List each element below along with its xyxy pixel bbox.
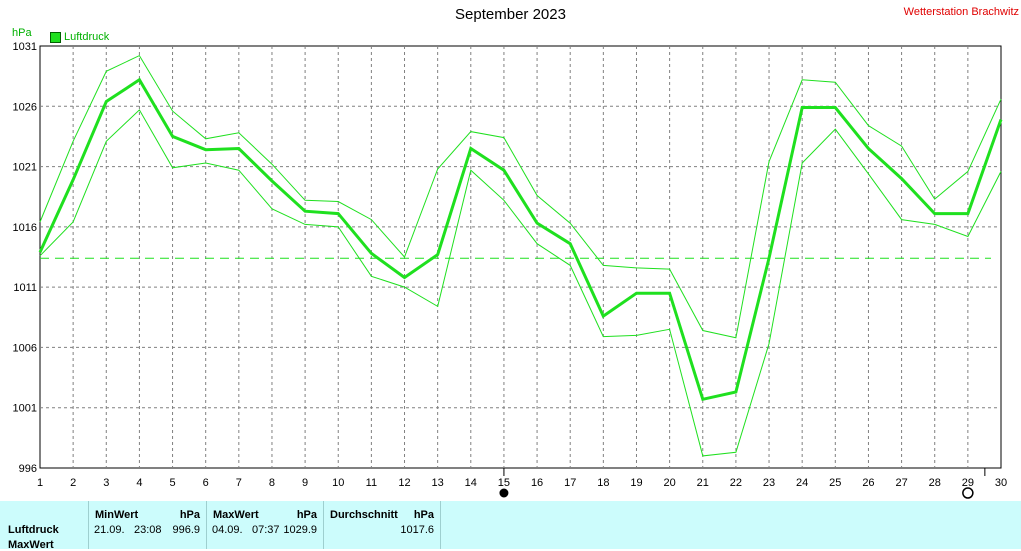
y-tick-label: 1011	[13, 282, 37, 294]
x-tick-label: 17	[564, 477, 576, 489]
x-tick-label: 4	[136, 477, 142, 489]
min-date: 21.09.	[94, 524, 125, 536]
x-tick-label: 26	[862, 477, 874, 489]
x-tick-label: 1	[37, 477, 43, 489]
y-tick-label: 1016	[13, 222, 37, 234]
x-tick-label: 22	[730, 477, 742, 489]
min-cell: MinWert hPa 21.09. 23:08 996.9	[89, 501, 207, 549]
y-tick-label: 1026	[13, 101, 37, 113]
legend: Luftdruck	[50, 31, 109, 43]
x-tick-label: 7	[236, 477, 242, 489]
plot-frame	[39, 45, 1002, 469]
station-name: Wetterstation Brachwitz	[903, 6, 1019, 18]
x-tick-label: 13	[432, 477, 444, 489]
legend-swatch	[50, 31, 61, 43]
x-tick-label: 9	[302, 477, 308, 489]
x-tick-label: 19	[630, 477, 642, 489]
min-time: 23:08	[134, 524, 162, 536]
legend-label: Luftdruck	[64, 31, 110, 43]
min-header: MinWert	[95, 509, 139, 521]
x-tick-label: 23	[763, 477, 775, 489]
x-tick-label: 30	[995, 477, 1007, 489]
x-tick-label: 21	[697, 477, 709, 489]
max-date: 04.09.	[212, 524, 243, 536]
max-header: MaxWert	[213, 509, 259, 521]
moon-full-icon	[499, 488, 509, 498]
max-unit: hPa	[296, 509, 317, 521]
y-tick-label: 1001	[13, 403, 37, 415]
series-min-line	[39, 109, 1002, 457]
row-label: Luftdruck	[8, 524, 59, 536]
x-tick-label: 10	[332, 477, 344, 489]
y-tick-label: 1006	[13, 342, 37, 354]
avg-value: 1017.6	[400, 524, 434, 536]
x-tick-label: 12	[398, 477, 410, 489]
avg-unit: hPa	[413, 509, 434, 521]
x-tick-label: 25	[829, 477, 841, 489]
chart-title: September 2023	[455, 6, 566, 23]
moon-new-icon	[962, 487, 974, 499]
y-tick-label: 1031	[13, 41, 37, 53]
row-label-cell: Luftdruck MaxWert	[0, 501, 89, 551]
x-tick-label: 28	[929, 477, 941, 489]
y-tick-label: 1021	[13, 162, 37, 174]
x-tick-label: 16	[531, 477, 543, 489]
avg-header: Durchschnitt	[330, 509, 398, 521]
min-unit: hPa	[179, 509, 200, 521]
x-tick-label: 2	[70, 477, 76, 489]
x-tick-label: 8	[269, 477, 275, 489]
series-mean-line	[38, 77, 1003, 402]
x-tick-label: 18	[597, 477, 609, 489]
max-value: 1029.9	[283, 524, 317, 536]
avg-cell: Durchschnitt hPa 1017.6	[324, 501, 441, 549]
x-tick-label: 15	[498, 477, 510, 489]
x-tick-label: 11	[366, 477, 377, 489]
x-tick-label: 27	[895, 477, 907, 489]
y-tick-label: 996	[19, 463, 37, 475]
series-max-line	[39, 54, 1002, 339]
x-tick-label: 29	[962, 477, 974, 489]
x-tick-label: 20	[663, 477, 675, 489]
x-tick-label: 5	[169, 477, 175, 489]
min-value: 996.9	[172, 524, 200, 536]
y-axis-unit: hPa	[12, 27, 32, 39]
max-cell: MaxWert hPa 04.09. 07:37 1029.9	[207, 501, 324, 549]
stats-table: Luftdruck MaxWert MinWert hPa 21.09. 23:…	[0, 501, 1021, 551]
x-tick-label: 6	[203, 477, 209, 489]
x-tick-label: 24	[796, 477, 808, 489]
max-time: 07:37	[252, 524, 280, 536]
x-tick-label: 3	[103, 477, 109, 489]
x-tick-label: 14	[465, 477, 477, 489]
row-label-2: MaxWert	[8, 539, 54, 551]
